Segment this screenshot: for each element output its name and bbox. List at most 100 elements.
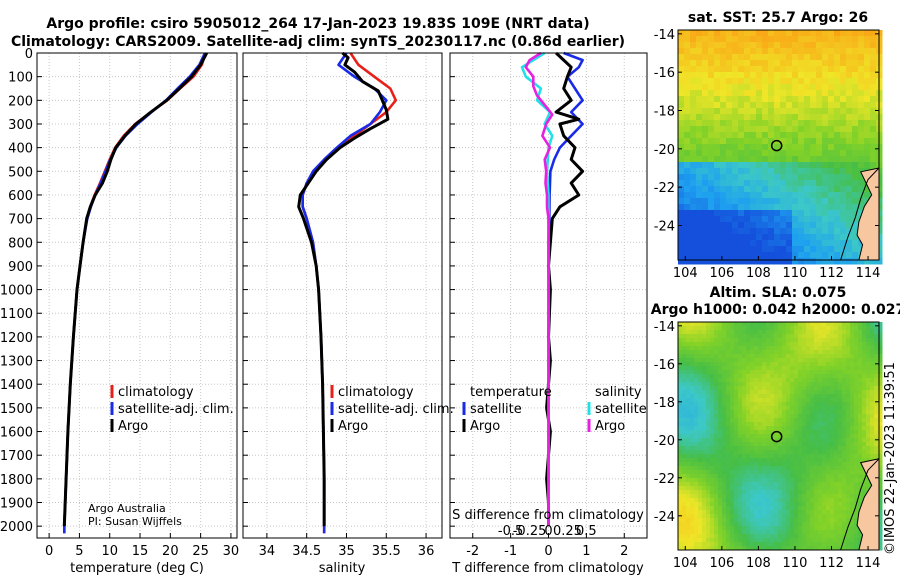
map-cell <box>810 126 817 133</box>
map-cell <box>842 434 847 439</box>
map-cell <box>786 354 791 359</box>
map-cell <box>778 342 783 347</box>
map-cell <box>834 174 841 181</box>
map-cell <box>852 150 859 157</box>
map-cell <box>794 374 799 379</box>
map-cell <box>822 342 827 347</box>
map-cell <box>694 510 699 515</box>
map-cell <box>790 406 795 411</box>
map-cell <box>686 434 691 439</box>
map-cell <box>734 326 739 331</box>
map-cell <box>682 350 687 355</box>
map-cell <box>798 390 803 395</box>
map-cell <box>850 418 855 423</box>
map-cell <box>816 210 823 217</box>
map-cell <box>754 394 759 399</box>
axes-frame <box>242 52 443 539</box>
map-cell <box>814 534 819 539</box>
map-cell <box>730 546 735 551</box>
map-cell <box>770 542 775 547</box>
y-tick-label: 100 <box>8 71 33 86</box>
map-cell <box>722 518 727 523</box>
map-cell <box>810 494 815 499</box>
map-cell <box>826 450 831 455</box>
map-cell <box>720 174 727 181</box>
map-cell <box>780 192 787 199</box>
map-cell <box>790 526 795 531</box>
map-cell <box>754 538 759 543</box>
map-cell <box>682 498 687 503</box>
map-cell <box>786 454 791 459</box>
map-cell <box>782 502 787 507</box>
map-cell <box>798 358 803 363</box>
map-cell <box>792 174 799 181</box>
map-cell <box>816 102 823 109</box>
map-cell <box>690 342 695 347</box>
map-cell <box>744 204 751 211</box>
map-cell <box>762 102 769 109</box>
map-cell <box>738 398 743 403</box>
map-cell <box>726 430 731 435</box>
map-cell <box>708 144 715 151</box>
map-cell <box>718 426 723 431</box>
map-cell <box>714 48 721 55</box>
map-cell <box>822 54 829 61</box>
map-cell <box>854 450 859 455</box>
map-cell <box>708 102 715 109</box>
map-cell <box>690 470 695 475</box>
map-cell <box>682 382 687 387</box>
map-cell <box>810 162 817 169</box>
map-cell <box>818 406 823 411</box>
map-cell <box>694 410 699 415</box>
map-cell <box>766 526 771 531</box>
map-cell <box>744 78 751 85</box>
map-cell <box>810 350 815 355</box>
map-cell <box>798 510 803 515</box>
map-cell <box>720 192 727 199</box>
map-cell <box>696 66 703 73</box>
map-cell <box>830 538 835 543</box>
map-cell <box>738 326 743 331</box>
map-cell <box>726 150 733 157</box>
map-cell <box>742 330 747 335</box>
map-cell <box>818 402 823 407</box>
map-cell <box>734 486 739 491</box>
map-cell <box>762 186 769 193</box>
map-cell <box>738 102 745 109</box>
map-cell <box>786 434 791 439</box>
map-cell <box>804 138 811 145</box>
map-cell <box>750 186 757 193</box>
map-cell <box>718 478 723 483</box>
map-cell <box>750 458 755 463</box>
map-cell <box>814 330 819 335</box>
map-cell <box>762 362 767 367</box>
map-cell <box>780 126 787 133</box>
map-cell <box>804 162 811 169</box>
map-cell <box>864 54 871 61</box>
map-cell <box>694 402 699 407</box>
map-cell <box>726 450 731 455</box>
map-cell <box>878 334 883 339</box>
map-cell <box>762 514 767 519</box>
map-cell <box>792 90 799 97</box>
map-cell <box>822 490 827 495</box>
map-cell <box>810 252 817 259</box>
map-cell <box>744 240 751 247</box>
map-cell <box>862 490 867 495</box>
map-cell <box>762 386 767 391</box>
map-cell <box>708 228 715 235</box>
map-cell <box>694 382 699 387</box>
map-cell <box>708 240 715 247</box>
map-cell <box>802 498 807 503</box>
map-cell <box>806 474 811 479</box>
legend-label-t-argo: Argo <box>470 419 500 434</box>
map-cell <box>850 382 855 387</box>
map-cell <box>786 442 791 447</box>
s-tick-label: 0 <box>544 524 552 539</box>
map-cell <box>742 446 747 451</box>
map-cell <box>768 96 775 103</box>
map-cell <box>774 342 779 347</box>
map-cell <box>698 494 703 499</box>
map-cell <box>762 144 769 151</box>
map-cell <box>718 450 723 455</box>
